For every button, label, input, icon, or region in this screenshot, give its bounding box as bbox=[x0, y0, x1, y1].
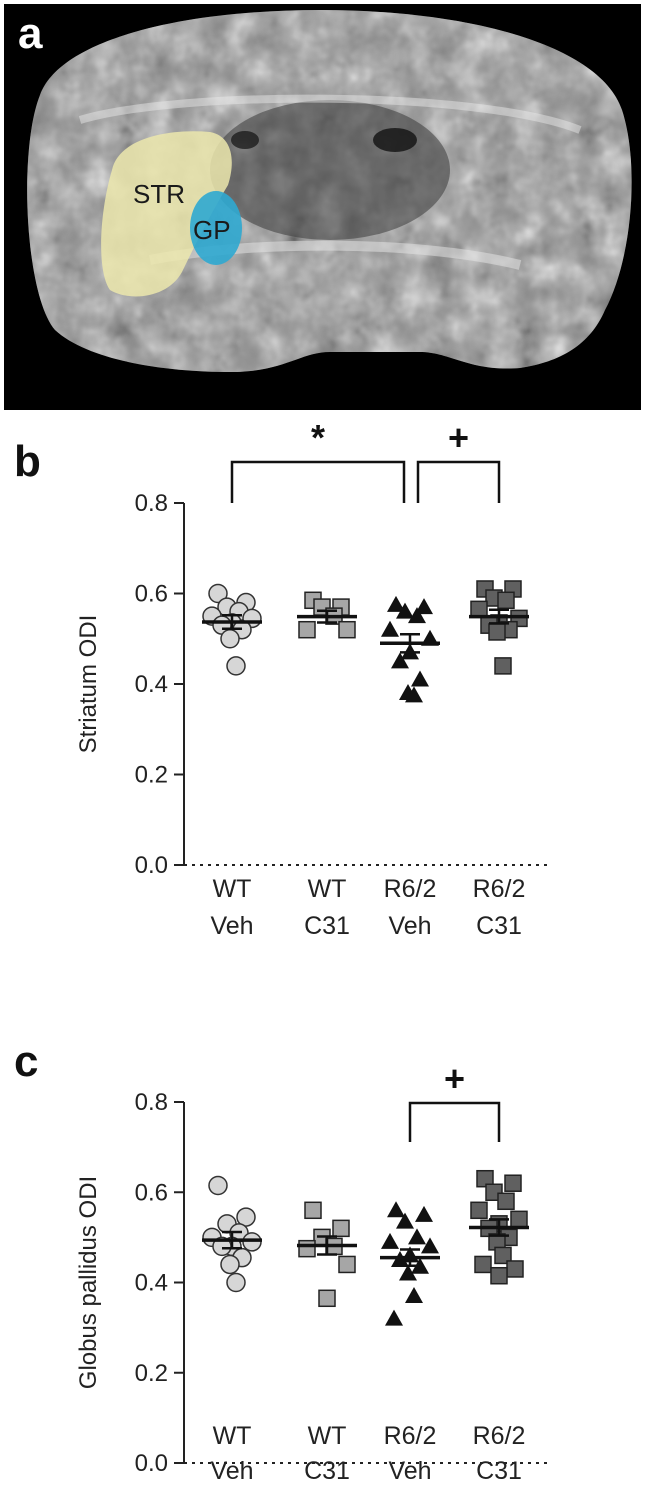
data-point bbox=[506, 1260, 524, 1278]
x-category-label: C31 bbox=[476, 912, 522, 940]
data-point bbox=[421, 1237, 439, 1254]
globus-pallidus-odi-chart: 0.0 0.2 0.4 0.6 0.8 Globus pallidus ODI WT Veh W… bbox=[75, 1058, 548, 1485]
data-point bbox=[415, 598, 433, 615]
data-point bbox=[298, 620, 316, 639]
data-point bbox=[391, 652, 409, 669]
data-point bbox=[497, 591, 515, 610]
data-point bbox=[338, 1255, 356, 1274]
x-category-label: WT bbox=[213, 1422, 252, 1450]
data-point bbox=[474, 1255, 492, 1274]
data-point bbox=[387, 1201, 405, 1218]
globus-pallidus-roi bbox=[190, 191, 242, 265]
data-point bbox=[338, 620, 356, 639]
y-tick-label: 0.6 bbox=[135, 1179, 168, 1206]
data-point bbox=[494, 657, 512, 675]
y-tick-label: 0.6 bbox=[135, 581, 168, 608]
data-point bbox=[396, 1212, 414, 1229]
panel-label-c: c bbox=[14, 1037, 38, 1086]
data-point bbox=[470, 1201, 488, 1220]
y-tick-label: 0.0 bbox=[135, 1450, 168, 1477]
data-point bbox=[385, 1309, 403, 1326]
data-point bbox=[381, 620, 399, 637]
data-point bbox=[208, 1175, 228, 1196]
y-tick-label: 0.8 bbox=[135, 1089, 168, 1116]
data-point bbox=[226, 1272, 246, 1293]
x-category-label: C31 bbox=[304, 912, 350, 940]
data-point bbox=[220, 629, 240, 649]
data-point bbox=[405, 1287, 423, 1304]
x-category-label: C31 bbox=[304, 1457, 350, 1485]
significance-bracket bbox=[416, 460, 501, 503]
significance-label: + bbox=[444, 1058, 465, 1099]
brain-image-panel: STR GP a bbox=[4, 4, 641, 410]
data-point bbox=[332, 1219, 350, 1238]
data-point bbox=[408, 607, 426, 624]
data-point bbox=[408, 1228, 426, 1245]
roi-label-gp: GP bbox=[193, 215, 231, 245]
striatum-roi bbox=[101, 131, 232, 297]
data-point bbox=[497, 1192, 515, 1211]
panel-label-a: a bbox=[18, 9, 43, 58]
x-category-label: R6/2 bbox=[473, 875, 526, 903]
x-category-label: WT bbox=[308, 1422, 347, 1450]
significance-label: * bbox=[311, 417, 325, 458]
x-category-label: Veh bbox=[388, 1457, 431, 1485]
data-point bbox=[220, 1254, 240, 1275]
x-category-label: R6/2 bbox=[384, 875, 437, 903]
panel-label-b: b bbox=[14, 437, 41, 486]
y-axis-label: Globus pallidus ODI bbox=[75, 1176, 102, 1389]
brain-section bbox=[27, 10, 632, 372]
significance-label: + bbox=[448, 417, 469, 458]
data-point bbox=[242, 1232, 262, 1252]
y-tick-label: 0.4 bbox=[135, 1270, 168, 1297]
y-tick-label: 0.2 bbox=[135, 762, 168, 789]
data-point bbox=[387, 595, 405, 612]
x-category-label: WT bbox=[213, 875, 252, 903]
data-point bbox=[318, 1289, 336, 1308]
data-point bbox=[304, 1201, 322, 1220]
y-tick-label: 0.0 bbox=[135, 852, 168, 879]
data-point bbox=[381, 1232, 399, 1249]
data-point bbox=[208, 583, 228, 604]
x-category-label: R6/2 bbox=[384, 1422, 437, 1450]
data-point bbox=[490, 1266, 508, 1285]
y-tick-label: 0.4 bbox=[135, 671, 168, 698]
x-category-label: Veh bbox=[388, 912, 431, 940]
data-point bbox=[510, 1210, 528, 1229]
data-point bbox=[396, 602, 414, 619]
significance-bracket bbox=[230, 460, 406, 503]
roi-label-str: STR bbox=[133, 179, 185, 209]
data-point bbox=[415, 1205, 433, 1222]
data-point bbox=[476, 1169, 494, 1188]
x-category-label: C31 bbox=[476, 1457, 522, 1485]
significance-bracket bbox=[408, 1101, 501, 1142]
x-category-label: Veh bbox=[210, 912, 253, 940]
data-point bbox=[236, 1207, 256, 1227]
x-category-label: WT bbox=[308, 875, 347, 903]
data-point bbox=[226, 656, 246, 676]
data-point bbox=[405, 686, 423, 703]
y-axis-label: Striatum ODI bbox=[75, 615, 102, 754]
striatum-odi-chart: 0.0 0.2 0.4 0.6 0.8 Striatum ODI WT Veh WT C31 R6/… bbox=[75, 417, 548, 940]
data-point bbox=[494, 1246, 512, 1265]
data-point bbox=[399, 1264, 417, 1281]
data-point bbox=[488, 623, 506, 641]
x-category-label: Veh bbox=[210, 1457, 253, 1485]
data-point bbox=[298, 1239, 316, 1258]
data-point bbox=[504, 1174, 522, 1192]
data-point bbox=[411, 670, 429, 687]
x-category-label: R6/2 bbox=[473, 1422, 526, 1450]
y-tick-label: 0.2 bbox=[135, 1360, 168, 1387]
y-tick-label: 0.8 bbox=[135, 490, 168, 517]
